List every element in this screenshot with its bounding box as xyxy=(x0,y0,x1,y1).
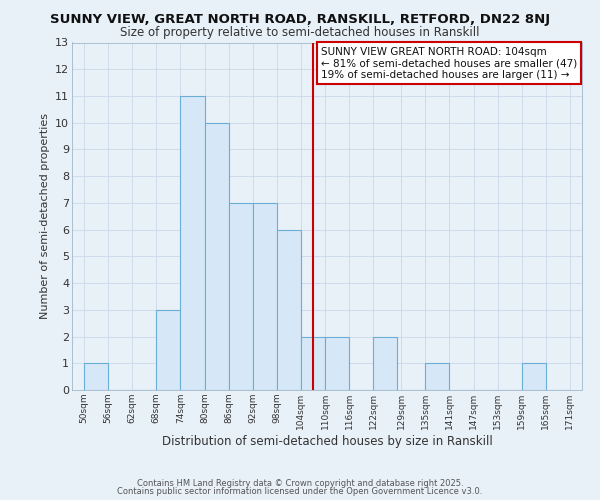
Bar xyxy=(229,203,253,390)
Bar xyxy=(253,203,277,390)
Bar xyxy=(522,364,546,390)
Bar xyxy=(157,310,181,390)
Text: SUNNY VIEW, GREAT NORTH ROAD, RANSKILL, RETFORD, DN22 8NJ: SUNNY VIEW, GREAT NORTH ROAD, RANSKILL, … xyxy=(50,12,550,26)
Text: SUNNY VIEW GREAT NORTH ROAD: 104sqm
← 81% of semi-detached houses are smaller (4: SUNNY VIEW GREAT NORTH ROAD: 104sqm ← 81… xyxy=(321,46,577,80)
Text: Size of property relative to semi-detached houses in Ranskill: Size of property relative to semi-detach… xyxy=(120,26,480,39)
Bar xyxy=(277,230,301,390)
Bar xyxy=(325,336,349,390)
Text: Contains public sector information licensed under the Open Government Licence v3: Contains public sector information licen… xyxy=(118,487,482,496)
Bar xyxy=(205,122,229,390)
Y-axis label: Number of semi-detached properties: Number of semi-detached properties xyxy=(40,114,50,320)
X-axis label: Distribution of semi-detached houses by size in Ranskill: Distribution of semi-detached houses by … xyxy=(161,434,493,448)
Text: Contains HM Land Registry data © Crown copyright and database right 2025.: Contains HM Land Registry data © Crown c… xyxy=(137,478,463,488)
Bar xyxy=(301,336,325,390)
Bar xyxy=(84,364,108,390)
Bar xyxy=(373,336,397,390)
Bar xyxy=(425,364,449,390)
Bar xyxy=(181,96,205,390)
